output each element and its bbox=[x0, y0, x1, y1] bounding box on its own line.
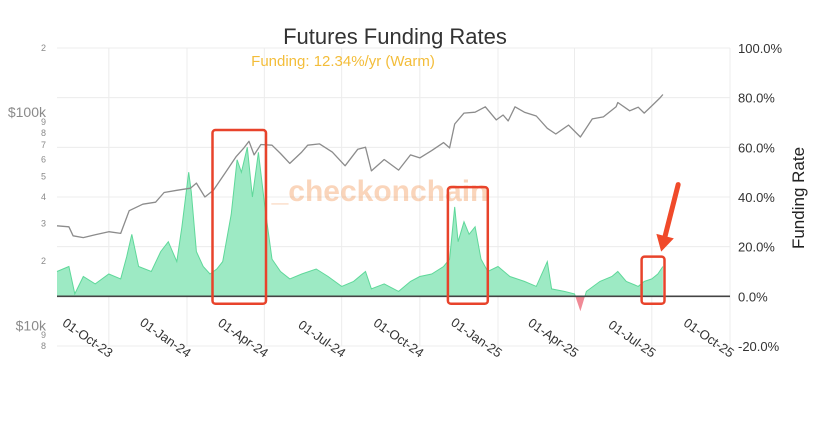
right-tick-label: 60.0% bbox=[738, 140, 775, 155]
highlight-box bbox=[446, 185, 490, 306]
left-minor-tick-label: 8 bbox=[41, 128, 46, 138]
watermark-group: _checkonchain bbox=[271, 175, 489, 208]
right-axis: 100.0% 80.0% 60.0% 40.0% 20.0% 0.0% -20.0% bbox=[738, 41, 783, 354]
left-minor-tick-label: 6 bbox=[41, 154, 46, 164]
price-line bbox=[56, 94, 664, 239]
left-minor-tick-label: 7 bbox=[41, 140, 46, 150]
highlight-box bbox=[640, 255, 666, 306]
right-tick-label: -20.0% bbox=[738, 339, 780, 354]
funding-area-positive bbox=[57, 147, 663, 297]
x-tick-label: 01-Oct-25 bbox=[681, 315, 737, 360]
funding-outline bbox=[56, 147, 664, 297]
chart-title: Futures Funding Rates bbox=[283, 24, 507, 49]
left-minor-tick-label: 5 bbox=[41, 171, 46, 181]
right-tick-label: 20.0% bbox=[738, 240, 775, 255]
left-minor-tick-label: 9 bbox=[41, 330, 46, 340]
funding-area-series bbox=[56, 147, 664, 312]
x-tick-label: 01-Jul-24 bbox=[296, 317, 349, 360]
left-minor-tick-label: 4 bbox=[41, 192, 46, 202]
x-tick-label: 01-Apr-24 bbox=[215, 315, 271, 360]
highlight-box bbox=[211, 128, 268, 306]
x-tick-label: 01-Oct-24 bbox=[371, 315, 427, 360]
x-tick-label: 01-Apr-25 bbox=[525, 315, 581, 360]
funding-area-negative bbox=[575, 296, 585, 312]
left-tick-label: $10k bbox=[16, 317, 47, 333]
x-tick-label: 01-Jan-25 bbox=[448, 315, 505, 361]
chart-subtitle: Funding: 12.34%/yr (Warm) bbox=[251, 53, 435, 70]
x-axis: 01-Oct-23 01-Jan-24 01-Apr-24 01-Jul-24 01-O… bbox=[60, 315, 737, 361]
left-minor-tick-label: 3 bbox=[41, 219, 46, 229]
watermark: _checkonchain bbox=[271, 175, 489, 208]
arrow-head bbox=[656, 233, 674, 252]
right-tick-label: 100.0% bbox=[738, 41, 783, 56]
x-tick-label: 01-Oct-23 bbox=[60, 315, 116, 360]
right-tick-label: 0.0% bbox=[738, 289, 768, 304]
left-minor-tick-label: 9 bbox=[41, 117, 46, 127]
right-axis-label: Funding Rate bbox=[789, 147, 808, 249]
left-minor-tick-label: 8 bbox=[41, 341, 46, 351]
left-minor-tick-label: 2 bbox=[41, 43, 46, 53]
annotations bbox=[211, 128, 681, 306]
right-tick-label: 40.0% bbox=[738, 190, 775, 205]
arrow-shaft bbox=[662, 182, 681, 239]
right-tick-label: 80.0% bbox=[738, 91, 775, 106]
left-minor-tick-label: 2 bbox=[41, 256, 46, 266]
x-tick-label: 01-Jan-24 bbox=[137, 315, 194, 361]
x-tick-label: 01-Jul-25 bbox=[606, 317, 659, 360]
price-line-series bbox=[56, 94, 664, 239]
left-tick-label: $100k bbox=[8, 104, 47, 120]
